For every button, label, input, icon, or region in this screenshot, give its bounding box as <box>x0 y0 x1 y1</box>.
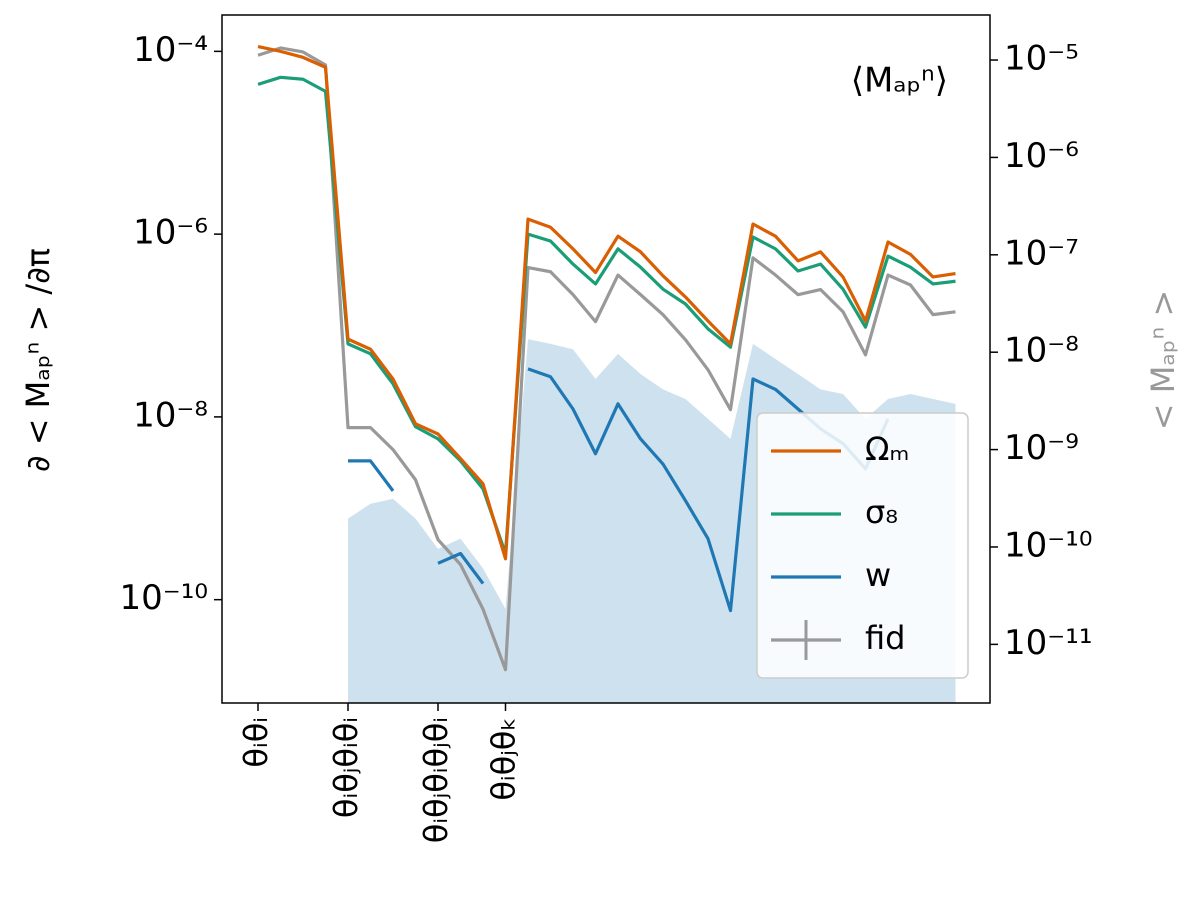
y-tick-label: 10⁻⁸ <box>133 395 208 435</box>
annotation: ⟨Mₐₚⁿ⟩ <box>851 61 948 101</box>
y-tick-label: 10⁻¹⁰ <box>120 578 208 618</box>
series-line <box>348 459 395 492</box>
legend-label: Ωₘ <box>865 430 909 468</box>
y2-axis-label: < Mₐₚⁿ > <box>1144 290 1182 431</box>
y2-tick-label: 10⁻¹¹ <box>1004 623 1092 663</box>
series-line <box>257 46 956 672</box>
series-line <box>257 75 956 556</box>
x-tick-label: θᵢθⱼθₖ <box>485 717 523 801</box>
y2-tick-label: 10⁻⁹ <box>1004 428 1079 468</box>
x-tick-label: θᵢθⱼθᵢθᵢ <box>327 717 365 818</box>
y2-tick-label: 10⁻⁷ <box>1004 233 1079 273</box>
x-tick-label: θᵢθⱼθᵢθⱼθᵢ <box>417 717 455 843</box>
y2-tick-label: 10⁻⁸ <box>1004 331 1079 371</box>
y-tick-label: 10⁻⁶ <box>133 213 208 253</box>
y-tick-label: 10⁻⁴ <box>133 30 208 70</box>
y2-tick-label: 10⁻⁵ <box>1004 39 1079 79</box>
y2-tick-label: 10⁻⁶ <box>1004 136 1079 176</box>
series-line <box>437 551 485 585</box>
y2-tick-label: 10⁻¹⁰ <box>1004 525 1092 565</box>
legend-box <box>756 412 969 679</box>
plot-frame <box>221 14 991 704</box>
legend-label: fid <box>865 619 905 657</box>
x-tick-label: θᵢθᵢ <box>237 717 275 768</box>
series-line <box>257 44 956 561</box>
legend-label: w <box>865 556 891 594</box>
legend-label: σ₈ <box>865 493 898 531</box>
y-axis-label: ∂ < Mₐₚⁿ > /∂π <box>19 248 57 472</box>
